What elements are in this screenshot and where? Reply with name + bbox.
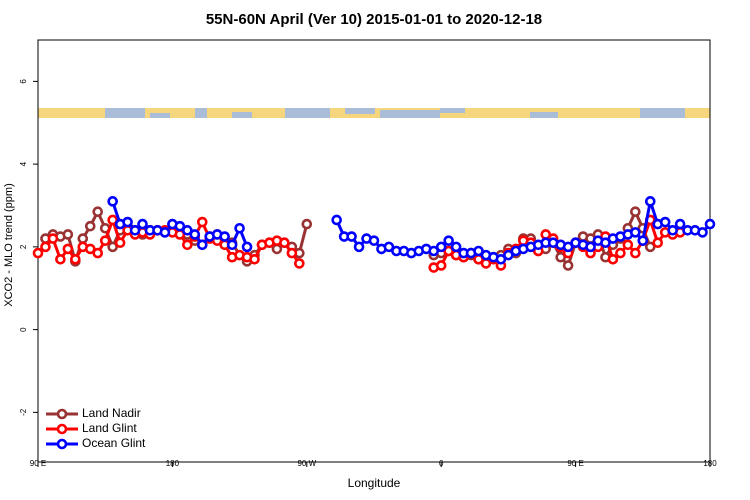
legend-label: Land Nadir bbox=[82, 406, 141, 420]
point bbox=[84, 243, 96, 255]
point bbox=[630, 206, 641, 217]
point bbox=[615, 247, 626, 259]
point bbox=[114, 237, 126, 249]
point bbox=[704, 218, 716, 230]
point bbox=[226, 239, 238, 251]
point bbox=[562, 241, 574, 253]
point bbox=[84, 220, 96, 232]
point bbox=[607, 253, 619, 265]
point bbox=[667, 225, 678, 236]
point bbox=[353, 241, 365, 253]
point bbox=[644, 196, 656, 207]
point bbox=[122, 216, 133, 228]
point bbox=[383, 241, 395, 253]
point bbox=[637, 235, 649, 246]
point bbox=[189, 229, 201, 240]
point bbox=[159, 227, 171, 238]
point bbox=[294, 258, 305, 269]
point bbox=[32, 247, 44, 259]
point bbox=[286, 247, 298, 259]
point bbox=[630, 247, 641, 259]
x-tick-label: 90 W bbox=[297, 459, 316, 468]
point bbox=[435, 260, 447, 271]
legend-label: Land Glint bbox=[82, 421, 137, 435]
point bbox=[346, 231, 357, 242]
point bbox=[450, 241, 462, 253]
series bbox=[107, 196, 716, 265]
point bbox=[630, 227, 641, 238]
point bbox=[107, 214, 118, 226]
point bbox=[503, 249, 514, 261]
point bbox=[219, 231, 230, 242]
legend-marker bbox=[56, 438, 68, 450]
x-tick-label: 180 bbox=[166, 459, 180, 468]
x-tick-label: 90 E bbox=[567, 459, 583, 468]
point bbox=[659, 216, 671, 228]
point bbox=[495, 253, 507, 265]
point bbox=[107, 196, 118, 207]
point bbox=[652, 237, 664, 249]
point bbox=[443, 245, 454, 257]
point bbox=[585, 241, 596, 253]
point bbox=[435, 241, 447, 253]
point bbox=[443, 235, 454, 246]
point bbox=[70, 253, 81, 265]
y-tick-label: 6 bbox=[19, 79, 28, 84]
legend-label: Ocean Glint bbox=[82, 436, 146, 450]
y-tick-label: 2 bbox=[19, 244, 28, 249]
point bbox=[196, 216, 208, 228]
point bbox=[600, 237, 611, 249]
point bbox=[62, 243, 74, 255]
x-tick-label: 180 bbox=[703, 459, 717, 468]
map-strip bbox=[38, 108, 710, 118]
legend-marker bbox=[56, 423, 68, 435]
point bbox=[279, 237, 290, 249]
point bbox=[40, 241, 51, 253]
point bbox=[241, 241, 253, 253]
y-axis-label: XCO2 - MLO trend (ppm) bbox=[3, 183, 15, 306]
point bbox=[473, 245, 484, 257]
point bbox=[107, 241, 118, 253]
point bbox=[182, 225, 193, 236]
point bbox=[182, 239, 193, 251]
point bbox=[555, 251, 566, 263]
point bbox=[99, 235, 111, 246]
point bbox=[62, 229, 74, 240]
point bbox=[92, 206, 104, 217]
point bbox=[55, 253, 66, 265]
y-tick-label: 0 bbox=[19, 327, 28, 332]
point bbox=[674, 218, 686, 230]
y-tick-label: -2 bbox=[19, 408, 28, 416]
x-axis-label: Longitude bbox=[348, 476, 401, 490]
legend-marker bbox=[56, 408, 68, 420]
point bbox=[129, 225, 141, 236]
x-tick-label: 90 E bbox=[30, 459, 46, 468]
point bbox=[92, 247, 104, 259]
point bbox=[697, 227, 708, 238]
point bbox=[234, 222, 245, 234]
point bbox=[47, 233, 59, 244]
point bbox=[562, 260, 574, 271]
point bbox=[196, 239, 208, 251]
point bbox=[331, 214, 342, 226]
y-tick-label: 4 bbox=[19, 161, 28, 166]
point bbox=[428, 245, 440, 257]
point bbox=[644, 241, 656, 253]
point bbox=[77, 233, 89, 244]
point bbox=[368, 235, 380, 246]
point bbox=[271, 243, 283, 255]
x-tick-label: 0 bbox=[439, 459, 444, 468]
point bbox=[249, 253, 260, 265]
point bbox=[174, 220, 186, 232]
point bbox=[622, 239, 634, 251]
point bbox=[137, 218, 148, 230]
point bbox=[301, 218, 313, 230]
chart-title: 55N-60N April (Ver 10) 2015-01-01 to 202… bbox=[206, 11, 542, 28]
